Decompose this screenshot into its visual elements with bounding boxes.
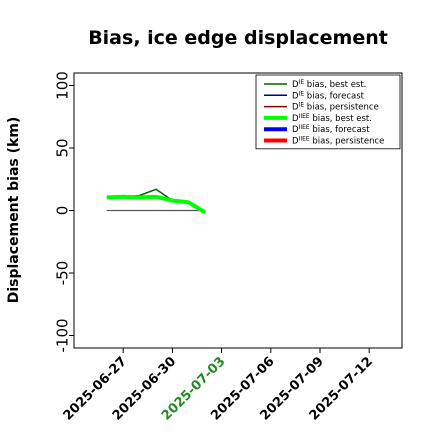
legend-label: DIE bias, persistence <box>292 102 379 113</box>
y-axis-label: Displacement bias (km) <box>6 117 22 304</box>
y-tick-label: 100 <box>54 71 72 100</box>
series-group <box>106 188 207 215</box>
legend-label: DIIEE bias, best est. <box>292 113 372 124</box>
legend-box <box>255 74 401 150</box>
y-tick-label: -50 <box>54 261 72 286</box>
y-tick-label: -100 <box>54 318 72 352</box>
legend-label: DIE bias, best est. <box>292 79 366 90</box>
legend-label: DIIEE bias, forecast <box>292 124 370 135</box>
x-axis: 2025-06-272025-06-302025-07-032025-07-06… <box>61 348 376 424</box>
series-line <box>106 194 207 215</box>
y-tick-label: 0 <box>54 206 72 216</box>
chart-title: Bias, ice edge displacement <box>88 27 388 49</box>
legend: DIE bias, best est.DIE bias, forecastDIE… <box>255 74 401 150</box>
legend-label: DIIEE bias, persistence <box>292 136 384 147</box>
y-axis: -100 -50 0 50 100 <box>54 71 74 353</box>
legend-label: DIE bias, forecast <box>292 90 365 101</box>
y-tick-label: 50 <box>54 138 72 157</box>
